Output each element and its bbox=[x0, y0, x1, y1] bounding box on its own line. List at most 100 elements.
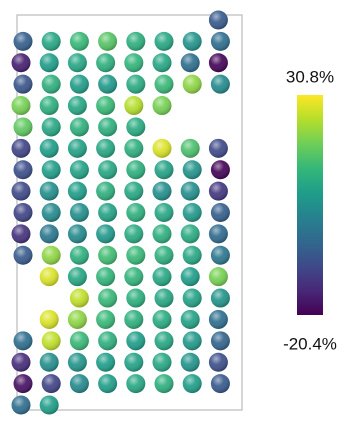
sphere-shading bbox=[41, 117, 61, 137]
sphere-shading bbox=[180, 181, 200, 201]
sphere-shading bbox=[182, 374, 202, 394]
sphere-shading bbox=[67, 309, 87, 329]
sphere-shading bbox=[154, 245, 174, 265]
sphere-shading bbox=[41, 160, 61, 180]
sphere-shading bbox=[210, 74, 230, 94]
sphere-shading bbox=[96, 53, 116, 73]
sphere-shading bbox=[96, 96, 116, 116]
sphere-shading bbox=[98, 245, 118, 265]
sphere-shading bbox=[126, 203, 146, 222]
sphere-shading bbox=[39, 309, 59, 329]
sphere-shading bbox=[126, 374, 146, 394]
sphere-shading bbox=[41, 203, 61, 222]
sphere-shading bbox=[13, 331, 33, 351]
sphere-shading bbox=[180, 309, 200, 329]
sphere-shading bbox=[13, 374, 33, 394]
sphere-shading bbox=[13, 31, 33, 51]
sphere-shading bbox=[98, 203, 118, 222]
sphere-shading bbox=[152, 138, 172, 158]
sphere-shading bbox=[182, 74, 202, 94]
sphere-shading bbox=[154, 331, 174, 351]
sphere-shading bbox=[11, 96, 31, 116]
sphere-shading bbox=[124, 138, 144, 158]
colorbar bbox=[297, 95, 323, 315]
sphere-shading bbox=[11, 181, 31, 201]
sphere-shading bbox=[69, 160, 89, 180]
sphere-shading bbox=[208, 181, 228, 201]
sphere-shading bbox=[154, 203, 174, 222]
sphere-shading bbox=[39, 181, 59, 201]
sphere-shading bbox=[67, 181, 87, 201]
sphere-shading bbox=[13, 203, 33, 222]
sphere-shading bbox=[210, 374, 230, 394]
sphere-shading bbox=[39, 96, 59, 116]
sphere-shading bbox=[39, 395, 59, 415]
sphere-shading bbox=[154, 160, 174, 180]
sphere-shading bbox=[126, 245, 146, 265]
sphere-shading bbox=[96, 224, 116, 244]
sphere-shading bbox=[208, 53, 228, 73]
sphere-shading bbox=[152, 224, 172, 244]
sphere-shading bbox=[126, 331, 146, 351]
sphere-shading bbox=[182, 288, 202, 308]
sphere-shading bbox=[69, 31, 89, 51]
sphere-shading bbox=[13, 74, 33, 94]
sphere-shading bbox=[39, 53, 59, 73]
sphere-shading bbox=[152, 267, 172, 287]
sphere-shading bbox=[69, 203, 89, 222]
sphere-shading bbox=[210, 245, 230, 265]
sphere-shading bbox=[182, 331, 202, 351]
sphere-shading bbox=[124, 267, 144, 287]
sphere-shading bbox=[98, 288, 118, 308]
sphere-shading bbox=[67, 224, 87, 244]
sphere-shading bbox=[180, 352, 200, 372]
sphere-shading bbox=[126, 117, 146, 137]
sphere-shading bbox=[67, 352, 87, 372]
sphere-shading bbox=[208, 224, 228, 244]
sphere-shading bbox=[69, 374, 89, 394]
sphere-shading bbox=[98, 160, 118, 180]
sphere-shading bbox=[124, 96, 144, 116]
sphere-shading bbox=[98, 74, 118, 94]
sphere-shading bbox=[13, 117, 33, 137]
sphere-shading bbox=[98, 331, 118, 351]
sphere-shading bbox=[210, 331, 230, 351]
sphere-shading bbox=[124, 309, 144, 329]
colorbar-label: -20.4% bbox=[283, 334, 337, 353]
sphere-shading bbox=[41, 331, 61, 351]
sphere-shading bbox=[41, 74, 61, 94]
sphere-shading bbox=[11, 53, 31, 73]
sphere-shading bbox=[152, 309, 172, 329]
sphere-shading bbox=[152, 181, 172, 201]
sphere-shading bbox=[11, 395, 31, 415]
sphere-shading bbox=[208, 138, 228, 158]
sphere-shading bbox=[154, 374, 174, 394]
sphere-shading bbox=[96, 181, 116, 201]
sphere-shading bbox=[39, 224, 59, 244]
sphere-shading bbox=[124, 53, 144, 73]
sphere-shading bbox=[96, 138, 116, 158]
sphere-shading bbox=[210, 160, 230, 180]
sphere-shading bbox=[180, 53, 200, 73]
sphere-shading bbox=[210, 203, 230, 222]
sphere-shading bbox=[96, 352, 116, 372]
sphere-shading bbox=[13, 160, 33, 180]
sphere-shading bbox=[67, 267, 87, 287]
sphere-shading bbox=[96, 267, 116, 287]
sphere-shading bbox=[67, 96, 87, 116]
sphere-shading bbox=[152, 352, 172, 372]
sphere-shading bbox=[98, 374, 118, 394]
sphere-shading bbox=[69, 74, 89, 94]
sphere-shading bbox=[124, 181, 144, 201]
sphere-shading bbox=[11, 352, 31, 372]
sphere-shading bbox=[208, 309, 228, 329]
sphere-shading bbox=[126, 31, 146, 51]
sphere-shading bbox=[208, 352, 228, 372]
sphere-shading bbox=[96, 309, 116, 329]
sphere-shading bbox=[67, 53, 87, 73]
sphere-shading bbox=[98, 31, 118, 51]
sphere-shading bbox=[39, 267, 59, 287]
sphere-shading bbox=[182, 31, 202, 51]
sphere-shading bbox=[182, 203, 202, 222]
sphere-shading bbox=[67, 138, 87, 158]
